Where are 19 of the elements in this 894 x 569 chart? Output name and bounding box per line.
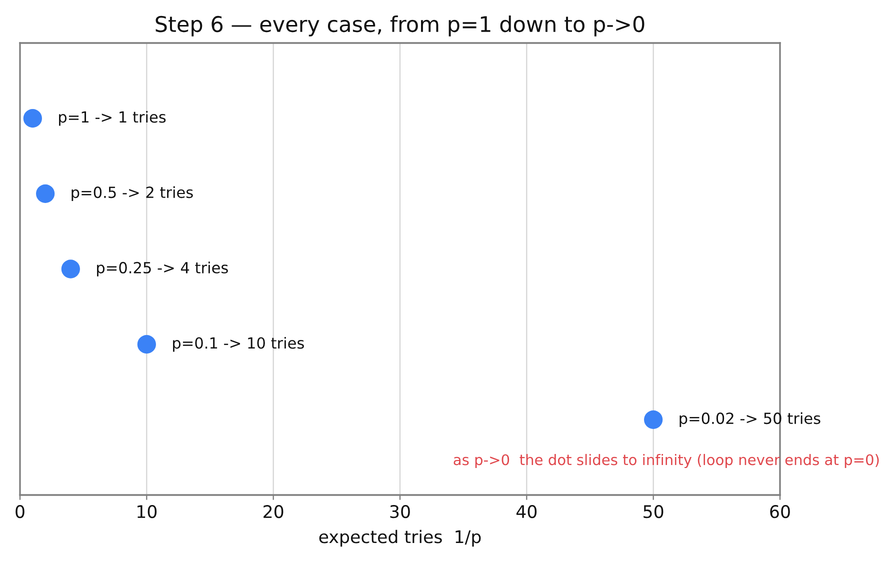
point — [23, 109, 42, 128]
data-label: p=0.5 -> 2 tries — [72, 186, 193, 202]
chart-title: Step 6 — every case, from p=1 down to p->0 — [156, 16, 644, 36]
x-tick-label: 20 — [264, 505, 284, 518]
data-label: p=0.1 -> 10 tries — [173, 336, 304, 352]
x-tick-label: 0 — [16, 505, 24, 518]
x-tick-label: 10 — [138, 505, 157, 518]
data-label: p=1 -> 1 tries — [59, 110, 166, 126]
x-tick-label: 50 — [644, 505, 664, 518]
point — [137, 335, 156, 354]
x-tick-label: 30 — [390, 505, 410, 518]
point — [61, 260, 80, 278]
data-label: p=0.02 -> 50 tries — [680, 412, 820, 428]
point — [644, 410, 663, 429]
x-tick-label: 40 — [516, 505, 537, 518]
data-label: p=0.25 -> 4 tries — [97, 262, 228, 276]
point — [36, 184, 55, 203]
x-tick-label: 60 — [770, 505, 790, 518]
x-axis-title: expected tries 1/p — [319, 530, 481, 547]
